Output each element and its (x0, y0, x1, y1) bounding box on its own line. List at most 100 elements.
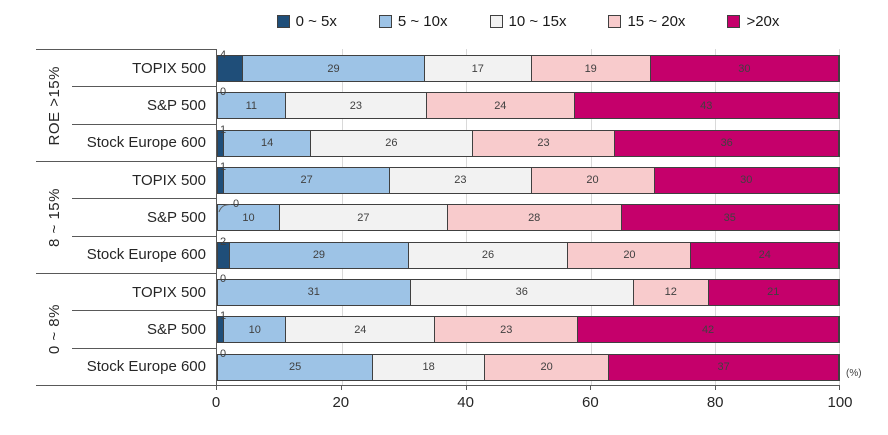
x-axis-tick-label: 0 (211, 394, 221, 411)
x-axis-tick (839, 386, 840, 390)
bar-row: 10 24 23 42 1 (217, 310, 840, 347)
bar-row: 27 23 20 30 1 (217, 161, 840, 198)
first-segment-value-label: 0 (220, 86, 227, 99)
row-label: S&P 500 (72, 86, 216, 123)
row-label: TOPIX 500 (132, 171, 206, 189)
bar-segment: 17 (424, 56, 532, 81)
bar-segment: 35 (621, 205, 839, 231)
bar-segment: 30 (654, 167, 839, 193)
first-segment-value-label: 1 (220, 310, 227, 323)
bar-segment: 10 (218, 205, 281, 231)
x-axis-unit-label: (%) (846, 368, 862, 379)
bar-segment: 14 (224, 130, 312, 156)
group-label-block: ROE >15% TOPIX 500 S&P 500 Stock Europe 600 (36, 49, 216, 161)
bar-segment: 37 (609, 354, 839, 380)
stacked-bar: 29 26 20 24 2 (217, 236, 840, 269)
group-label-cell: ROE >15% (36, 50, 72, 161)
x-axis-tick-label: 60 (582, 394, 599, 411)
first-segment-value-label: 4 (220, 49, 227, 61)
bar-segment (218, 317, 225, 343)
bar-segment: 20 (485, 354, 610, 380)
stacked-bar: 25 18 20 37 0 (217, 348, 840, 381)
stacked-bar: 11 23 24 43 0 (217, 86, 840, 120)
bar-segment: 24 (286, 317, 436, 343)
bar-segment: 36 (615, 130, 839, 156)
bar-row: 25 18 20 37 0 (217, 348, 840, 385)
row-label: S&P 500 (72, 310, 216, 347)
group-label-block: 0 ~ 8% TOPIX 500 S&P 500 Stock Europe 600 (36, 273, 216, 385)
bar-segment: 12 (634, 279, 709, 305)
legend-label: 15 ~ 20x (627, 12, 686, 30)
legend-swatch-icon (489, 14, 503, 28)
label-leader-line (218, 199, 232, 217)
bar-segment: 23 (390, 167, 532, 193)
bar-segment: 31 (218, 279, 411, 305)
x-axis-tick-label: 40 (457, 394, 474, 411)
row-label: S&P 500 (72, 198, 216, 235)
first-segment-value-label: 0 (233, 198, 240, 211)
bar-row: 14 26 23 36 1 (217, 124, 840, 161)
bar-segment (218, 242, 231, 268)
bar-row: 11 23 24 43 0 (217, 86, 840, 123)
group-label-cell: 8 ~ 15% (36, 162, 72, 273)
first-segment-value-label: 1 (220, 160, 227, 173)
bar-segment (218, 56, 244, 81)
first-segment-value-label: 1 (220, 123, 227, 136)
bar-segment: 29 (243, 56, 425, 81)
stacked-bar: 10 24 23 42 1 (217, 310, 840, 344)
first-segment-value-label: 2 (220, 235, 227, 248)
legend: 0 ~ 5x 5 ~ 10x 10 ~ 15x 15 ~ 20x >20x (216, 10, 840, 32)
bar-segment: 42 (578, 317, 839, 343)
bar-segment: 20 (568, 242, 692, 268)
legend-item: 5 ~ 10x (378, 12, 448, 30)
bar-segment: 23 (435, 317, 579, 343)
stacked-bar: 27 23 20 30 1 (217, 161, 840, 194)
bar-row: 31 36 12 21 0 (217, 273, 840, 310)
bar-segment: 28 (447, 205, 622, 231)
stacked-bar: 10 27 28 35 0 (217, 198, 840, 232)
legend-item: >20x (727, 13, 779, 30)
row-label: Stock Europe 600 (72, 123, 216, 161)
bar-segment: 20 (531, 167, 655, 193)
bar-segment: 27 (280, 205, 448, 231)
bar-row: 10 27 28 35 0 (217, 198, 840, 235)
first-segment-value-label: 0 (220, 347, 227, 360)
bar-segment (218, 130, 225, 156)
bar-segment: 10 (224, 317, 287, 343)
bar-segment (218, 167, 225, 193)
x-axis-tick (465, 386, 467, 390)
bar-segment: 36 (410, 279, 635, 305)
x-axis-tick (715, 386, 717, 390)
legend-swatch-icon (727, 14, 741, 28)
bar-row: 29 17 19 30 4 (217, 49, 840, 86)
bar-segment: 23 (285, 93, 428, 119)
legend-swatch-icon (608, 14, 622, 28)
x-axis: 0 20 40 60 80 100 (212, 386, 853, 420)
bar-segment: 24 (427, 93, 575, 119)
legend-swatch-icon (378, 14, 392, 28)
bar-segment: 43 (574, 93, 839, 119)
bar-segment: 25 (218, 354, 374, 380)
x-axis-tick-label: 100 (827, 394, 853, 411)
legend-item: 10 ~ 15x (489, 12, 567, 30)
row-label: TOPIX 500 (132, 283, 206, 301)
bar-segment: 11 (218, 93, 286, 119)
x-axis-tick-label: 20 (332, 394, 350, 411)
x-axis-tick (590, 386, 592, 390)
legend-label: 5 ~ 10x (397, 12, 448, 30)
bar-segment: 21 (708, 279, 839, 305)
group-label: 0 ~ 8% (45, 304, 63, 355)
legend-label: 10 ~ 15x (508, 12, 567, 30)
legend-label: >20x (746, 12, 780, 30)
bar-segment: 30 (650, 56, 839, 81)
legend-item: 15 ~ 20x (608, 13, 685, 30)
row-label: TOPIX 500 (132, 59, 206, 77)
legend-label: 0 ~ 5x (295, 12, 337, 30)
bar-segment: 29 (230, 242, 409, 268)
group-label-block: 8 ~ 15% TOPIX 500 S&P 500 Stock Europe 600 (36, 161, 216, 273)
group-label: ROE >15% (45, 65, 63, 146)
bar-segment: 18 (373, 354, 486, 380)
bar-segment: 19 (531, 56, 651, 81)
legend-swatch-icon (276, 14, 290, 28)
